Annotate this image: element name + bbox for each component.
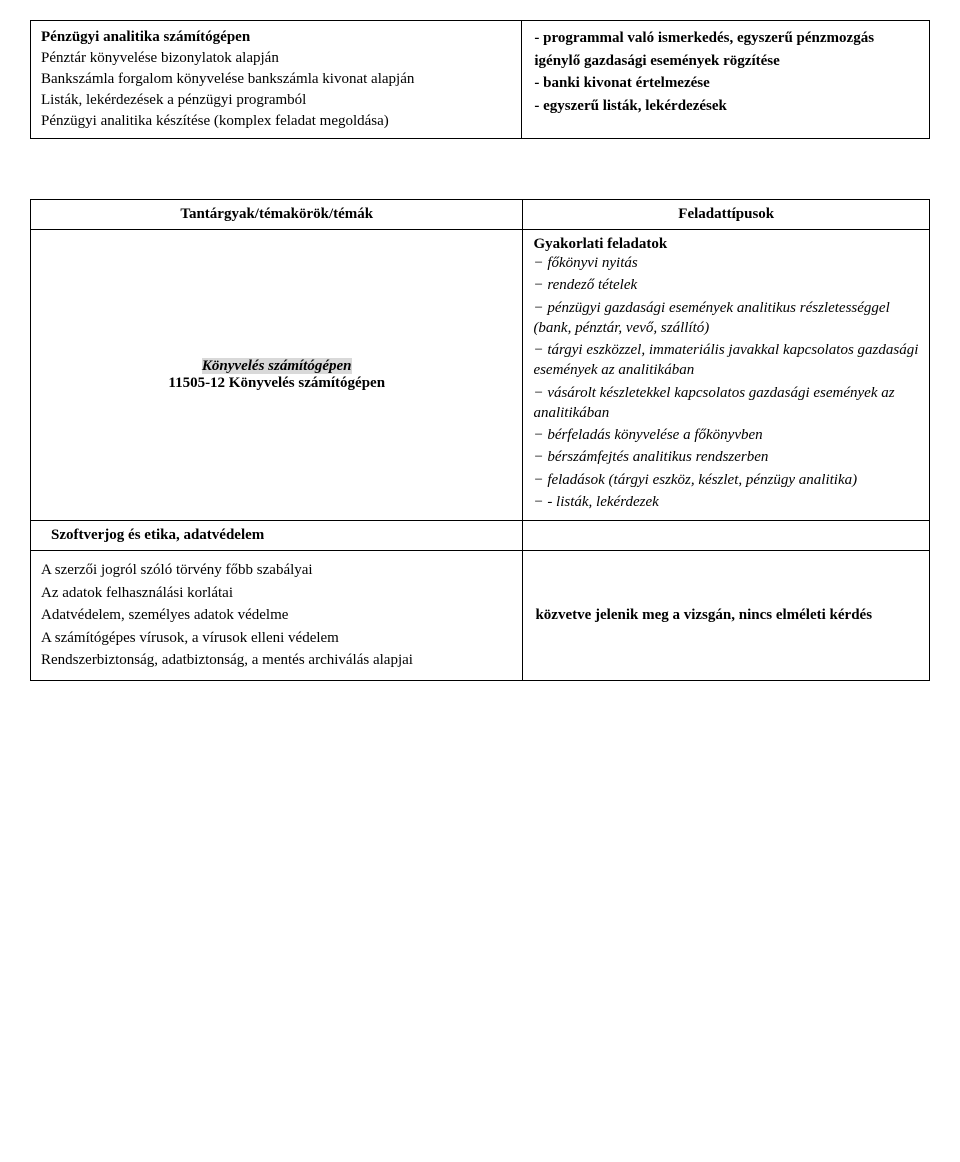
task-item: pénzügyi gazdasági események analitikus … [533,298,919,339]
row1-sub: 11505-12 Könyvelés számítógépen [41,375,512,392]
spacer [30,139,930,199]
row3-left: A szerzői jogról szóló törvény főbb szab… [31,551,523,681]
gyak-title: Gyakorlati feladatok [533,236,919,253]
subjects-table: Tantárgyak/témakörök/témák Feladattípuso… [30,199,930,681]
row1-left: Könyvelés számítógépen 11505-12 Könyvelé… [31,230,523,521]
task-item: bérszámfejtés analitikus rendszerben [533,447,919,467]
top-right-cell: - programmal való ismerkedés, egyszerű p… [522,21,930,139]
top-right-line1: - programmal való ismerkedés, egyszerű p… [534,27,919,72]
top-left-cell: Pénzügyi analitika számítógépen Pénztár … [31,21,522,139]
row2-left: Szoftverjog és etika, adatvédelem [31,521,523,551]
top-left-line3: Listák, lekérdezések a pénzügyi programb… [41,90,511,111]
row3-b4: A számítógépes vírusok, a vírusok elleni… [41,627,512,650]
row3-b2: Az adatok felhasználási korlátai [41,582,512,605]
header-left: Tantárgyak/témakörök/témák [31,200,523,230]
row3-right-text: közvetve jelenik meg a vizsgán, nincs el… [535,607,872,623]
row3-b3: Adatvédelem, személyes adatok védelme [41,604,512,627]
task-item: - listák, lekérdezek [533,492,919,512]
top-right-line3: - egyszerű listák, lekérdezések [534,95,919,118]
top-left-line2: Bankszámla forgalom könyvelése bankszáml… [41,69,511,90]
top-left-title: Pénzügyi analitika számítógépen [41,27,511,48]
task-item: vásárolt készletekkel kapcsolatos gazdas… [533,383,919,424]
top-left-line4: Pénzügyi analitika készítése (komplex fe… [41,111,511,132]
top-left-line1: Pénztár könyvelése bizonylatok alapján [41,48,511,69]
row3-b1: A szerzői jogról szóló törvény főbb szab… [41,559,512,582]
row2-title: Szoftverjog és etika, adatvédelem [51,527,264,543]
row2-right [523,521,930,551]
row1-highlight: Könyvelés számítógépen [202,358,352,374]
task-item: feladások (tárgyi eszköz, készlet, pénzü… [533,470,919,490]
row1-right: Gyakorlati feladatok főkönyvi nyitás ren… [523,230,930,521]
row3-b5: Rendszerbiztonság, adatbiztonság, a ment… [41,649,512,672]
task-list: főkönyvi nyitás rendező tételek pénzügyi… [533,253,919,512]
top-table: Pénzügyi analitika számítógépen Pénztár … [30,20,930,139]
top-right-line2: - banki kivonat értelmezése [534,72,919,95]
task-item: főkönyvi nyitás [533,253,919,273]
task-item: tárgyi eszközzel, immateriális javakkal … [533,340,919,381]
header-right: Feladattípusok [523,200,930,230]
task-item: bérfeladás könyvelése a főkönyvben [533,425,919,445]
task-item: rendező tételek [533,275,919,295]
row3-right: közvetve jelenik meg a vizsgán, nincs el… [523,551,930,681]
